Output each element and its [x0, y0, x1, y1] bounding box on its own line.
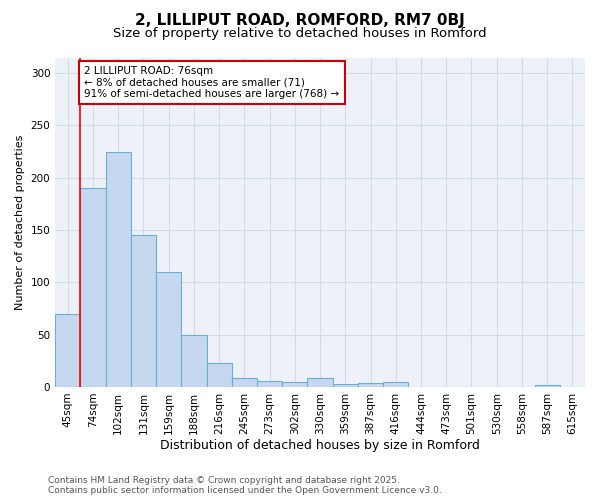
Bar: [307, 378, 332, 387]
Bar: [232, 378, 257, 387]
Bar: [106, 152, 131, 387]
Text: Size of property relative to detached houses in Romford: Size of property relative to detached ho…: [113, 28, 487, 40]
Bar: [257, 380, 282, 387]
Bar: [206, 363, 232, 387]
Bar: [383, 382, 409, 387]
Bar: [131, 236, 156, 387]
Bar: [181, 334, 206, 387]
Text: 2 LILLIPUT ROAD: 76sqm
← 8% of detached houses are smaller (71)
91% of semi-deta: 2 LILLIPUT ROAD: 76sqm ← 8% of detached …: [84, 66, 340, 99]
Y-axis label: Number of detached properties: Number of detached properties: [15, 134, 25, 310]
Bar: [80, 188, 106, 387]
Bar: [332, 384, 358, 387]
Bar: [358, 383, 383, 387]
Text: 2, LILLIPUT ROAD, ROMFORD, RM7 0BJ: 2, LILLIPUT ROAD, ROMFORD, RM7 0BJ: [135, 12, 465, 28]
Bar: [156, 272, 181, 387]
X-axis label: Distribution of detached houses by size in Romford: Distribution of detached houses by size …: [160, 440, 480, 452]
Bar: [535, 385, 560, 387]
Bar: [282, 382, 307, 387]
Text: Contains HM Land Registry data © Crown copyright and database right 2025.
Contai: Contains HM Land Registry data © Crown c…: [48, 476, 442, 495]
Bar: [55, 314, 80, 387]
